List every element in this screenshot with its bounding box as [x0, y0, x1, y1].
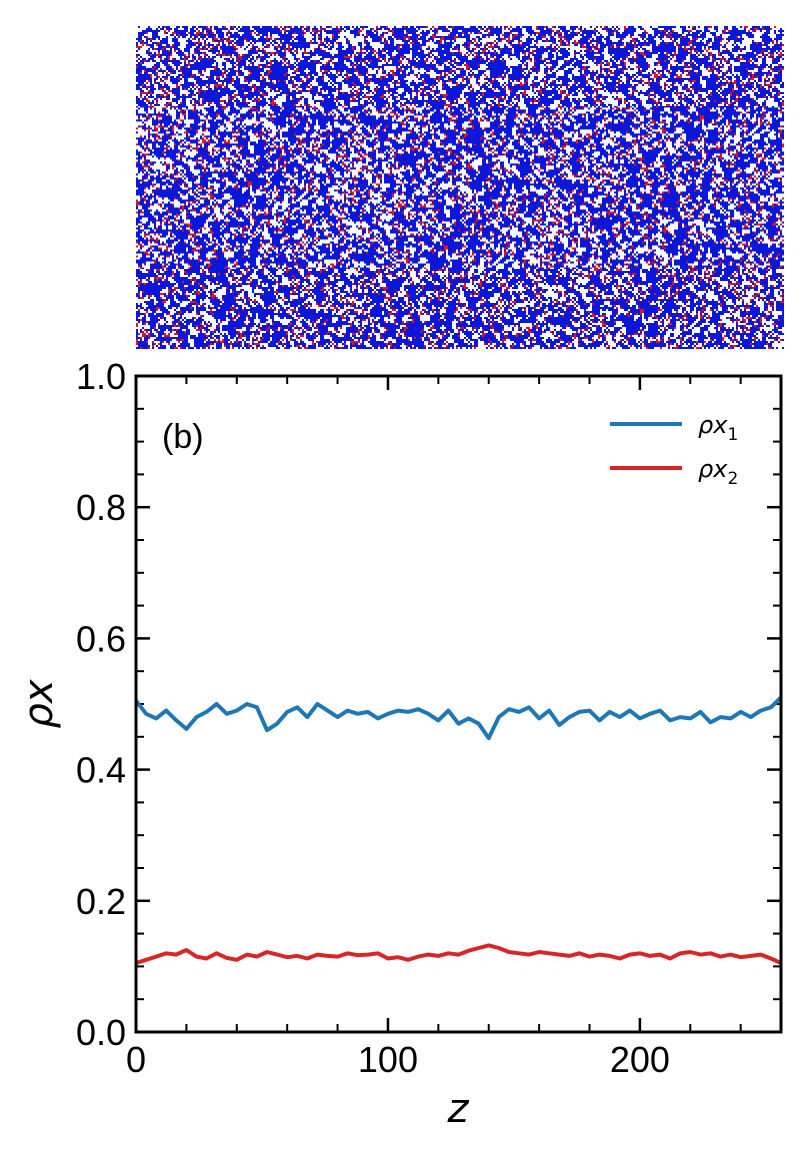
y-tick-label: 0.2: [76, 881, 126, 922]
x-tick-label: 200: [610, 1039, 670, 1080]
series-layer: [134, 695, 783, 966]
legend-label-2: ρx2: [698, 455, 738, 489]
x-tick-labels: 0 100 200: [126, 1039, 670, 1080]
y-tick-label: 0.0: [76, 1012, 126, 1053]
plot-frame: [134, 374, 783, 1034]
y-tick-labels: 0.0 0.2 0.4 0.6 0.8 1.0: [76, 356, 126, 1053]
y-tick-label: 0.6: [76, 618, 126, 659]
minor-ticks: [136, 376, 781, 1032]
panel-label: (b): [162, 418, 204, 456]
y-tick-label: 0.8: [76, 487, 126, 528]
x-axis-title: z: [447, 1086, 470, 1132]
y-tick-label: 0.4: [76, 750, 126, 791]
y-tick-label: 1.0: [76, 356, 126, 397]
series-line-2: [135, 943, 782, 966]
y-axis-title: ρx: [16, 679, 62, 728]
x-tick-label: 0: [126, 1039, 146, 1080]
lattice-snapshot-image: [136, 26, 784, 349]
major-ticks: [134, 374, 781, 1034]
x-tick-label: 100: [358, 1039, 418, 1080]
series-line-1: [134, 695, 783, 741]
legend-label-1: ρx1: [698, 411, 738, 445]
